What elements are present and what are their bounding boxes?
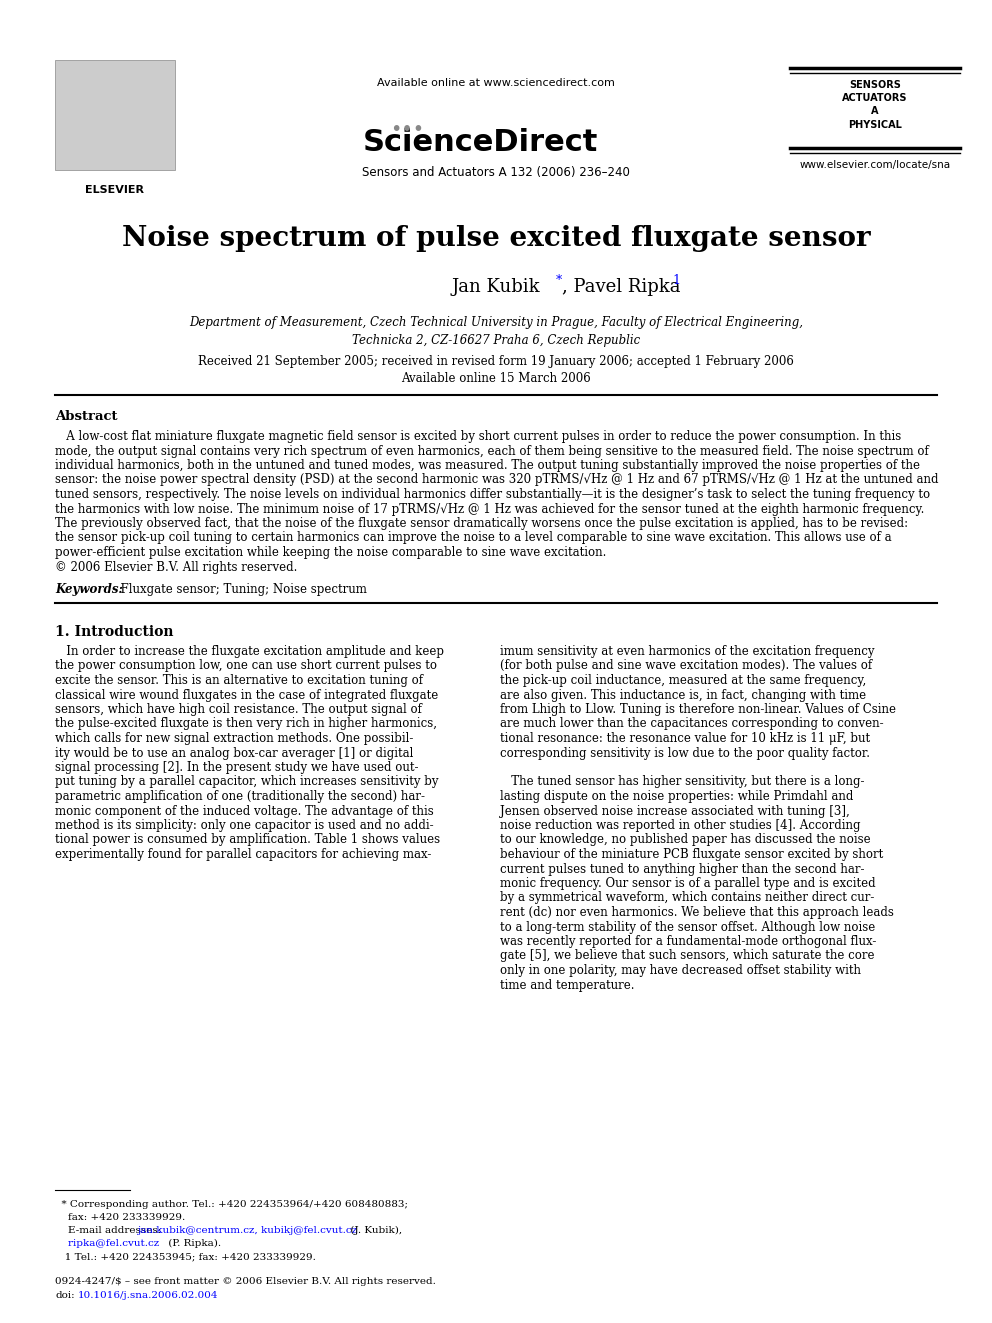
Text: (J. Kubik),: (J. Kubik), [347,1226,402,1236]
Text: rent (dc) nor even harmonics. We believe that this approach leads: rent (dc) nor even harmonics. We believe… [500,906,894,919]
Text: the pulse-excited fluxgate is then very rich in higher harmonics,: the pulse-excited fluxgate is then very … [55,717,437,730]
Text: behaviour of the miniature PCB fluxgate sensor excited by short: behaviour of the miniature PCB fluxgate … [500,848,883,861]
Text: © 2006 Elsevier B.V. All rights reserved.: © 2006 Elsevier B.V. All rights reserved… [55,561,298,573]
Text: Fluxgate sensor; Tuning; Noise spectrum: Fluxgate sensor; Tuning; Noise spectrum [113,583,367,595]
Text: noise reduction was reported in other studies [4]. According: noise reduction was reported in other st… [500,819,860,832]
Text: fax: +420 233339929.: fax: +420 233339929. [55,1213,186,1222]
Text: Available online at www.sciencedirect.com: Available online at www.sciencedirect.co… [377,78,615,89]
Text: ScienceDirect: ScienceDirect [362,128,598,157]
Text: time and temperature.: time and temperature. [500,979,635,991]
Text: Abstract: Abstract [55,410,117,423]
Text: Sensors and Actuators A 132 (2006) 236–240: Sensors and Actuators A 132 (2006) 236–2… [362,165,630,179]
Text: ity would be to use an analog box-car averager [1] or digital: ity would be to use an analog box-car av… [55,746,414,759]
Text: Noise spectrum of pulse excited fluxgate sensor: Noise spectrum of pulse excited fluxgate… [122,225,870,251]
Text: put tuning by a parallel capacitor, which increases sensitivity by: put tuning by a parallel capacitor, whic… [55,775,438,789]
Text: Jan Kubik: Jan Kubik [451,278,541,296]
Text: Received 21 September 2005; received in revised form 19 January 2006; accepted 1: Received 21 September 2005; received in … [198,355,794,368]
Text: Available online 15 March 2006: Available online 15 March 2006 [401,372,591,385]
Text: In order to increase the fluxgate excitation amplitude and keep: In order to increase the fluxgate excita… [55,646,444,658]
Text: power-efficient pulse excitation while keeping the noise comparable to sine wave: power-efficient pulse excitation while k… [55,546,606,560]
Text: Technicka 2, CZ-16627 Praha 6, Czech Republic: Technicka 2, CZ-16627 Praha 6, Czech Rep… [352,333,640,347]
Text: E-mail addresses:: E-mail addresses: [55,1226,165,1234]
Text: mode, the output signal contains very rich spectrum of even harmonics, each of t: mode, the output signal contains very ri… [55,445,929,458]
Text: signal processing [2]. In the present study we have used out-: signal processing [2]. In the present st… [55,761,419,774]
Text: sensors, which have high coil resistance. The output signal of: sensors, which have high coil resistance… [55,703,422,716]
Text: 10.1016/j.sna.2006.02.004: 10.1016/j.sna.2006.02.004 [78,1291,218,1301]
Text: corresponding sensitivity is low due to the poor quality factor.: corresponding sensitivity is low due to … [500,746,870,759]
Text: SENSORS
ACTUATORS
A
PHYSICAL: SENSORS ACTUATORS A PHYSICAL [842,79,908,130]
Text: excite the sensor. This is an alternative to excitation tuning of: excite the sensor. This is an alternativ… [55,673,423,687]
Text: monic component of the induced voltage. The advantage of this: monic component of the induced voltage. … [55,804,434,818]
Text: are also given. This inductance is, in fact, changing with time: are also given. This inductance is, in f… [500,688,866,701]
Text: was recently reported for a fundamental-mode orthogonal flux-: was recently reported for a fundamental-… [500,935,876,949]
Text: doi:: doi: [55,1291,74,1301]
Text: which calls for new signal extraction methods. One possibil-: which calls for new signal extraction me… [55,732,414,745]
Text: classical wire wound fluxgates in the case of integrated fluxgate: classical wire wound fluxgates in the ca… [55,688,438,701]
Text: (P. Ripka).: (P. Ripka). [165,1240,221,1248]
Text: jan.kubik@centrum.cz, kubikj@fel.cvut.cz: jan.kubik@centrum.cz, kubikj@fel.cvut.cz [137,1226,357,1234]
Bar [55,60,175,169]
Text: Department of Measurement, Czech Technical University in Prague, Faculty of Elec: Department of Measurement, Czech Technic… [189,316,803,329]
Text: , Pavel Ripka: , Pavel Ripka [562,278,681,296]
Text: from Lhigh to Llow. Tuning is therefore non-linear. Values of Csine: from Lhigh to Llow. Tuning is therefore … [500,703,896,716]
Text: 0924-4247/$ – see front matter © 2006 Elsevier B.V. All rights reserved.: 0924-4247/$ – see front matter © 2006 El… [55,1277,435,1286]
Text: lasting dispute on the noise properties: while Primdahl and: lasting dispute on the noise properties:… [500,790,853,803]
Text: method is its simplicity: only one capacitor is used and no addi-: method is its simplicity: only one capac… [55,819,434,832]
Text: •••: ••• [390,120,425,139]
Text: to a long-term stability of the sensor offset. Although low noise: to a long-term stability of the sensor o… [500,921,875,934]
Text: *: * [556,274,562,287]
Text: ELSEVIER: ELSEVIER [85,185,145,194]
Text: to our knowledge, no published paper has discussed the noise: to our knowledge, no published paper has… [500,833,871,847]
Text: only in one polarity, may have decreased offset stability with: only in one polarity, may have decreased… [500,964,861,976]
Text: 1. Introduction: 1. Introduction [55,624,174,639]
Text: the sensor pick-up coil tuning to certain harmonics can improve the noise to a l: the sensor pick-up coil tuning to certai… [55,532,892,545]
Text: tuned sensors, respectively. The noise levels on individual harmonics differ sub: tuned sensors, respectively. The noise l… [55,488,930,501]
Text: individual harmonics, both in the untuned and tuned modes, was measured. The out: individual harmonics, both in the untune… [55,459,920,472]
Text: The tuned sensor has higher sensitivity, but there is a long-: The tuned sensor has higher sensitivity,… [500,775,864,789]
Text: ripka@fel.cvut.cz: ripka@fel.cvut.cz [55,1240,160,1248]
Text: The previously observed fact, that the noise of the fluxgate sensor dramatically: The previously observed fact, that the n… [55,517,908,531]
Text: Jensen observed noise increase associated with tuning [3],: Jensen observed noise increase associate… [500,804,850,818]
Text: the pick-up coil inductance, measured at the same frequency,: the pick-up coil inductance, measured at… [500,673,866,687]
Text: tional resonance: the resonance value for 10 kHz is 11 μF, but: tional resonance: the resonance value fo… [500,732,870,745]
Text: www.elsevier.com/locate/sna: www.elsevier.com/locate/sna [800,160,950,169]
Text: gate [5], we believe that such sensors, which saturate the core: gate [5], we believe that such sensors, … [500,950,875,963]
Text: monic frequency. Our sensor is of a parallel type and is excited: monic frequency. Our sensor is of a para… [500,877,876,890]
Text: sensor: the noise power spectral density (PSD) at the second harmonic was 320 pT: sensor: the noise power spectral density… [55,474,938,487]
Text: 1 Tel.: +420 224353945; fax: +420 233339929.: 1 Tel.: +420 224353945; fax: +420 233339… [55,1252,315,1261]
Text: Keywords:: Keywords: [55,583,123,595]
Text: the harmonics with low noise. The minimum noise of 17 pTRMS/√Hz @ 1 Hz was achie: the harmonics with low noise. The minimu… [55,503,925,516]
Text: A low-cost flat miniature fluxgate magnetic field sensor is excited by short cur: A low-cost flat miniature fluxgate magne… [55,430,902,443]
Text: parametric amplification of one (traditionally the second) har-: parametric amplification of one (traditi… [55,790,425,803]
Text: experimentally found for parallel capacitors for achieving max-: experimentally found for parallel capaci… [55,848,432,861]
Text: tional power is consumed by amplification. Table 1 shows values: tional power is consumed by amplificatio… [55,833,440,847]
Text: current pulses tuned to anything higher than the second har-: current pulses tuned to anything higher … [500,863,864,876]
Text: by a symmetrical waveform, which contains neither direct cur-: by a symmetrical waveform, which contain… [500,892,874,905]
Text: the power consumption low, one can use short current pulses to: the power consumption low, one can use s… [55,659,437,672]
Text: * Corresponding author. Tel.: +420 224353964/+420 608480883;: * Corresponding author. Tel.: +420 22435… [55,1200,408,1209]
Text: imum sensitivity at even harmonics of the excitation frequency: imum sensitivity at even harmonics of th… [500,646,875,658]
Text: (for both pulse and sine wave excitation modes). The values of: (for both pulse and sine wave excitation… [500,659,872,672]
Text: 1: 1 [672,274,680,287]
Text: are much lower than the capacitances corresponding to conven-: are much lower than the capacitances cor… [500,717,884,730]
